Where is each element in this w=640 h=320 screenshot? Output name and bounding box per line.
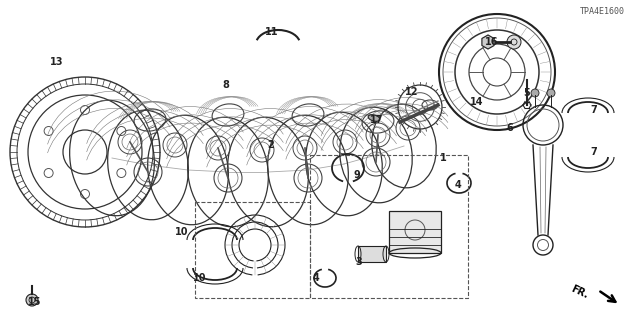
Bar <box>358 246 386 262</box>
Circle shape <box>547 89 555 97</box>
Bar <box>310 155 468 298</box>
Text: 16: 16 <box>485 37 499 47</box>
Text: 8: 8 <box>222 80 229 90</box>
Circle shape <box>507 35 521 49</box>
Polygon shape <box>482 35 494 49</box>
Bar <box>389 211 441 253</box>
Ellipse shape <box>368 115 380 121</box>
Text: 6: 6 <box>506 123 513 133</box>
Text: 10: 10 <box>193 273 207 283</box>
Text: 2: 2 <box>267 140 274 150</box>
Text: 10: 10 <box>175 227 189 237</box>
Text: 4: 4 <box>313 273 320 283</box>
Circle shape <box>531 89 539 97</box>
Text: 5: 5 <box>523 88 530 98</box>
Text: 13: 13 <box>50 57 63 67</box>
Text: 14: 14 <box>470 97 483 107</box>
Text: 11: 11 <box>265 27 278 37</box>
Text: 3: 3 <box>355 257 362 267</box>
Text: 9: 9 <box>354 170 361 180</box>
Text: FR.: FR. <box>570 284 590 300</box>
Text: 7: 7 <box>590 147 596 157</box>
Text: 4: 4 <box>455 180 461 190</box>
Text: TPA4E1600: TPA4E1600 <box>580 7 625 17</box>
Circle shape <box>26 294 38 306</box>
Text: 1: 1 <box>440 153 447 163</box>
Text: 12: 12 <box>405 87 419 97</box>
Text: 17: 17 <box>370 115 383 125</box>
Text: 15: 15 <box>28 297 42 307</box>
Text: 7: 7 <box>590 105 596 115</box>
Bar <box>195 202 310 298</box>
